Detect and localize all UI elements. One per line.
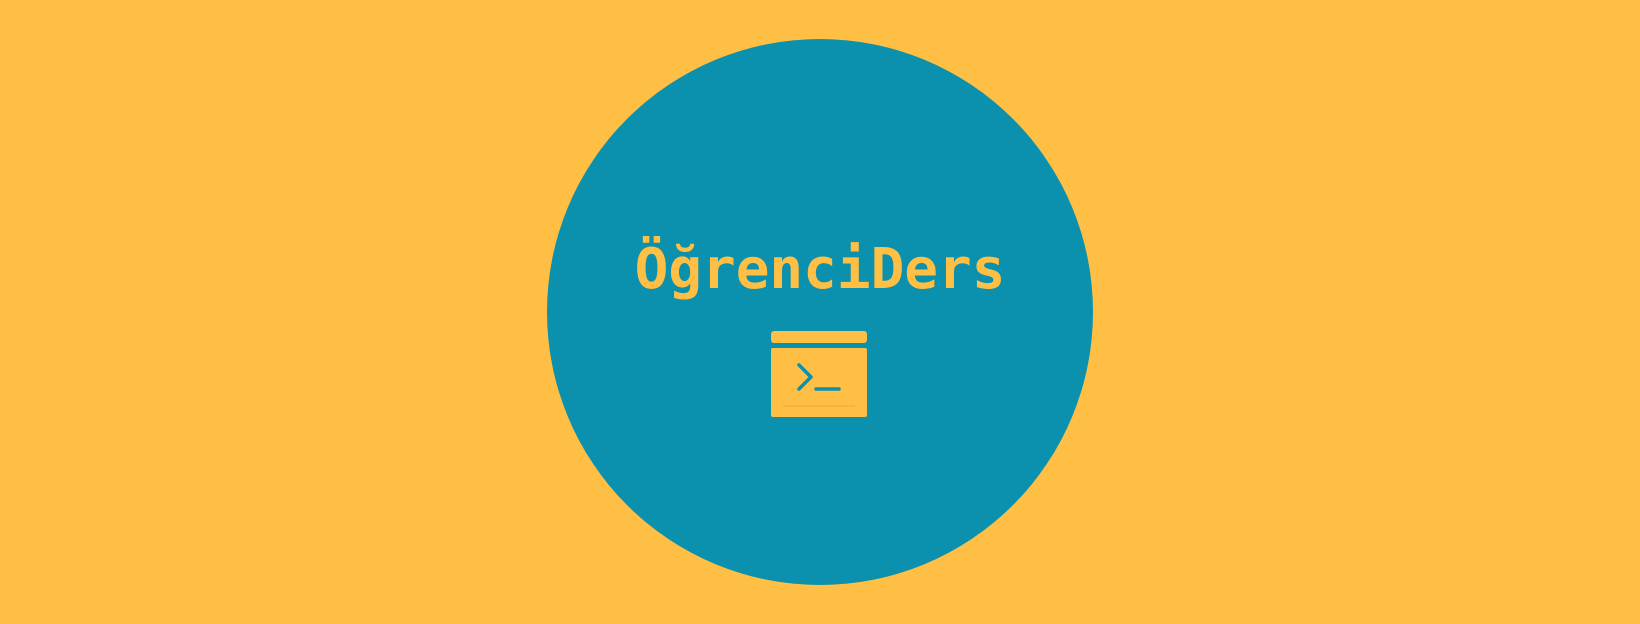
brand-name: ÖğrenciDers bbox=[634, 237, 1006, 302]
logo-circle bbox=[547, 39, 1093, 585]
terminal-window-icon bbox=[771, 331, 867, 417]
